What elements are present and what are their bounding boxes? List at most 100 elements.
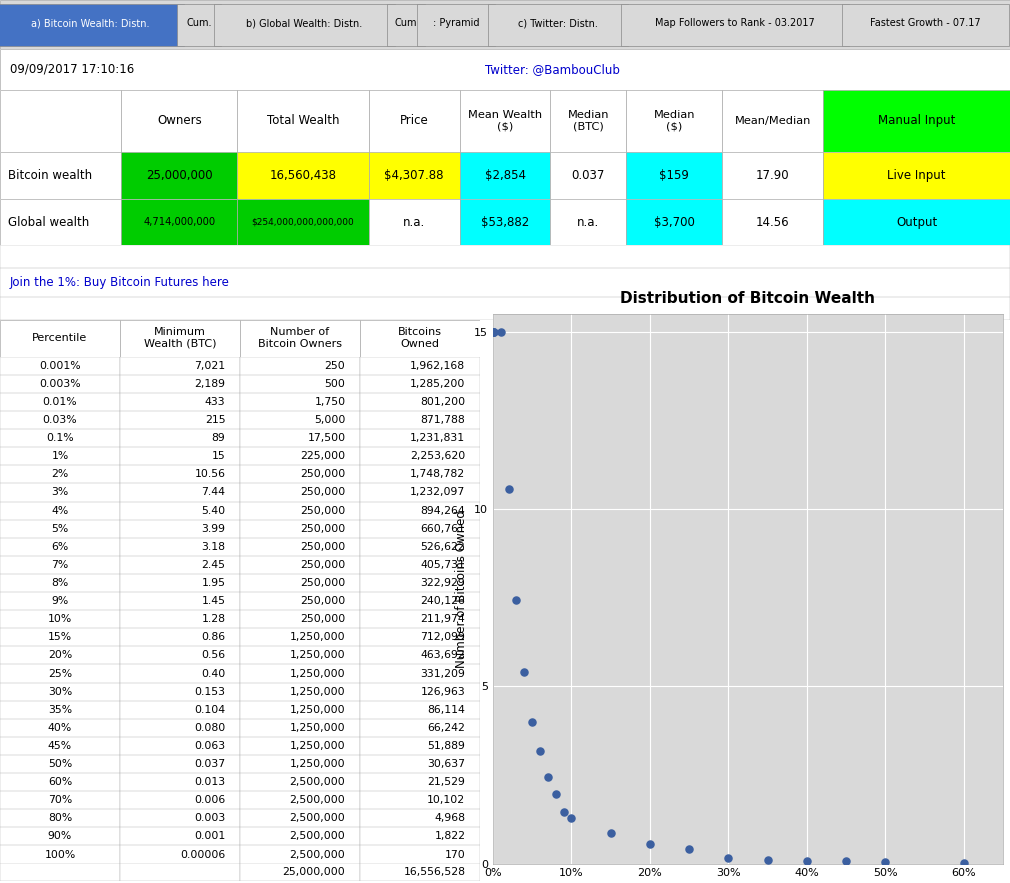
Point bbox=[485, 325, 501, 339]
FancyBboxPatch shape bbox=[369, 90, 460, 152]
FancyBboxPatch shape bbox=[0, 393, 120, 411]
FancyBboxPatch shape bbox=[0, 374, 120, 393]
Point bbox=[603, 826, 619, 840]
FancyBboxPatch shape bbox=[360, 320, 480, 357]
Point bbox=[485, 325, 501, 339]
FancyBboxPatch shape bbox=[120, 320, 240, 357]
FancyBboxPatch shape bbox=[722, 199, 823, 245]
FancyBboxPatch shape bbox=[0, 846, 120, 864]
FancyBboxPatch shape bbox=[626, 199, 722, 245]
Text: 25,000,000: 25,000,000 bbox=[146, 169, 212, 182]
FancyBboxPatch shape bbox=[120, 502, 240, 519]
Text: 90%: 90% bbox=[47, 832, 72, 841]
FancyBboxPatch shape bbox=[360, 610, 480, 629]
Text: 70%: 70% bbox=[47, 796, 72, 805]
Text: 0.001: 0.001 bbox=[194, 832, 225, 841]
Text: 7.44: 7.44 bbox=[201, 487, 225, 497]
FancyBboxPatch shape bbox=[0, 610, 120, 629]
FancyBboxPatch shape bbox=[550, 90, 626, 152]
Text: Bitcoins
Owned: Bitcoins Owned bbox=[398, 328, 441, 349]
Text: 331,209: 331,209 bbox=[420, 668, 466, 678]
FancyBboxPatch shape bbox=[120, 719, 240, 736]
Text: Cum: Cum bbox=[395, 19, 417, 28]
Text: 250: 250 bbox=[324, 361, 345, 371]
FancyBboxPatch shape bbox=[0, 719, 120, 736]
Text: 0.56: 0.56 bbox=[201, 651, 225, 660]
Text: 45%: 45% bbox=[47, 741, 72, 751]
FancyBboxPatch shape bbox=[240, 864, 360, 881]
Text: 3.18: 3.18 bbox=[201, 542, 225, 552]
Text: Join the 1%: Buy Bitcoin Futures here: Join the 1%: Buy Bitcoin Futures here bbox=[10, 276, 230, 289]
Text: 0.006: 0.006 bbox=[194, 796, 225, 805]
FancyBboxPatch shape bbox=[360, 447, 480, 465]
FancyBboxPatch shape bbox=[360, 465, 480, 484]
Text: 25,000,000: 25,000,000 bbox=[283, 867, 345, 877]
Text: 16,556,528: 16,556,528 bbox=[403, 867, 466, 877]
FancyBboxPatch shape bbox=[240, 736, 360, 755]
FancyBboxPatch shape bbox=[120, 665, 240, 683]
Text: Twitter: @BambouClub: Twitter: @BambouClub bbox=[485, 63, 620, 76]
FancyBboxPatch shape bbox=[120, 556, 240, 574]
FancyBboxPatch shape bbox=[120, 592, 240, 610]
FancyBboxPatch shape bbox=[120, 864, 240, 881]
FancyBboxPatch shape bbox=[823, 90, 1010, 152]
Text: 0.01%: 0.01% bbox=[42, 397, 78, 407]
FancyBboxPatch shape bbox=[121, 152, 237, 199]
Text: 0.03%: 0.03% bbox=[42, 415, 78, 425]
Point bbox=[539, 770, 556, 784]
Text: 30,637: 30,637 bbox=[427, 759, 466, 769]
FancyBboxPatch shape bbox=[0, 755, 120, 774]
FancyBboxPatch shape bbox=[722, 152, 823, 199]
Text: 126,963: 126,963 bbox=[420, 687, 466, 697]
FancyBboxPatch shape bbox=[0, 152, 121, 199]
FancyBboxPatch shape bbox=[823, 199, 1010, 245]
Text: 09/09/2017 17:10:16: 09/09/2017 17:10:16 bbox=[10, 63, 134, 76]
FancyBboxPatch shape bbox=[0, 90, 121, 152]
Text: 2,500,000: 2,500,000 bbox=[290, 832, 345, 841]
Text: 500: 500 bbox=[324, 379, 345, 389]
Text: 250,000: 250,000 bbox=[300, 560, 345, 570]
FancyBboxPatch shape bbox=[0, 665, 120, 683]
FancyBboxPatch shape bbox=[120, 755, 240, 774]
Text: 250,000: 250,000 bbox=[300, 487, 345, 497]
FancyBboxPatch shape bbox=[120, 629, 240, 646]
Text: 1,250,000: 1,250,000 bbox=[290, 687, 345, 697]
Point bbox=[493, 325, 509, 339]
Text: 405,731: 405,731 bbox=[420, 560, 466, 570]
FancyBboxPatch shape bbox=[0, 429, 120, 448]
FancyBboxPatch shape bbox=[360, 592, 480, 610]
Text: : Pyramid: : Pyramid bbox=[433, 19, 480, 28]
FancyBboxPatch shape bbox=[237, 199, 369, 245]
Point bbox=[564, 811, 580, 826]
Text: 225,000: 225,000 bbox=[300, 451, 345, 461]
Text: Median
($): Median ($) bbox=[653, 110, 695, 132]
FancyBboxPatch shape bbox=[0, 629, 120, 646]
FancyBboxPatch shape bbox=[360, 393, 480, 411]
Text: 250,000: 250,000 bbox=[300, 506, 345, 516]
Text: 2,500,000: 2,500,000 bbox=[290, 777, 345, 787]
FancyBboxPatch shape bbox=[550, 199, 626, 245]
Text: 6%: 6% bbox=[52, 542, 69, 552]
Text: Mean/Median: Mean/Median bbox=[734, 116, 811, 126]
Text: 3.99: 3.99 bbox=[201, 524, 225, 533]
FancyBboxPatch shape bbox=[121, 90, 237, 152]
FancyBboxPatch shape bbox=[240, 574, 360, 592]
Text: 526,622: 526,622 bbox=[420, 542, 466, 552]
Text: 80%: 80% bbox=[47, 813, 72, 823]
Text: 25%: 25% bbox=[47, 668, 72, 678]
Text: 894,264: 894,264 bbox=[420, 506, 466, 516]
Text: 0.037: 0.037 bbox=[194, 759, 225, 769]
FancyBboxPatch shape bbox=[0, 646, 120, 665]
Text: Live Input: Live Input bbox=[888, 169, 945, 182]
FancyBboxPatch shape bbox=[120, 827, 240, 846]
Text: 0.003: 0.003 bbox=[194, 813, 225, 823]
Text: Price: Price bbox=[400, 115, 428, 127]
Text: 1.95: 1.95 bbox=[201, 578, 225, 588]
FancyBboxPatch shape bbox=[120, 447, 240, 465]
FancyBboxPatch shape bbox=[0, 791, 120, 809]
FancyBboxPatch shape bbox=[360, 683, 480, 701]
FancyBboxPatch shape bbox=[489, 4, 628, 46]
FancyBboxPatch shape bbox=[0, 49, 1010, 90]
FancyBboxPatch shape bbox=[240, 774, 360, 791]
FancyBboxPatch shape bbox=[621, 4, 849, 46]
